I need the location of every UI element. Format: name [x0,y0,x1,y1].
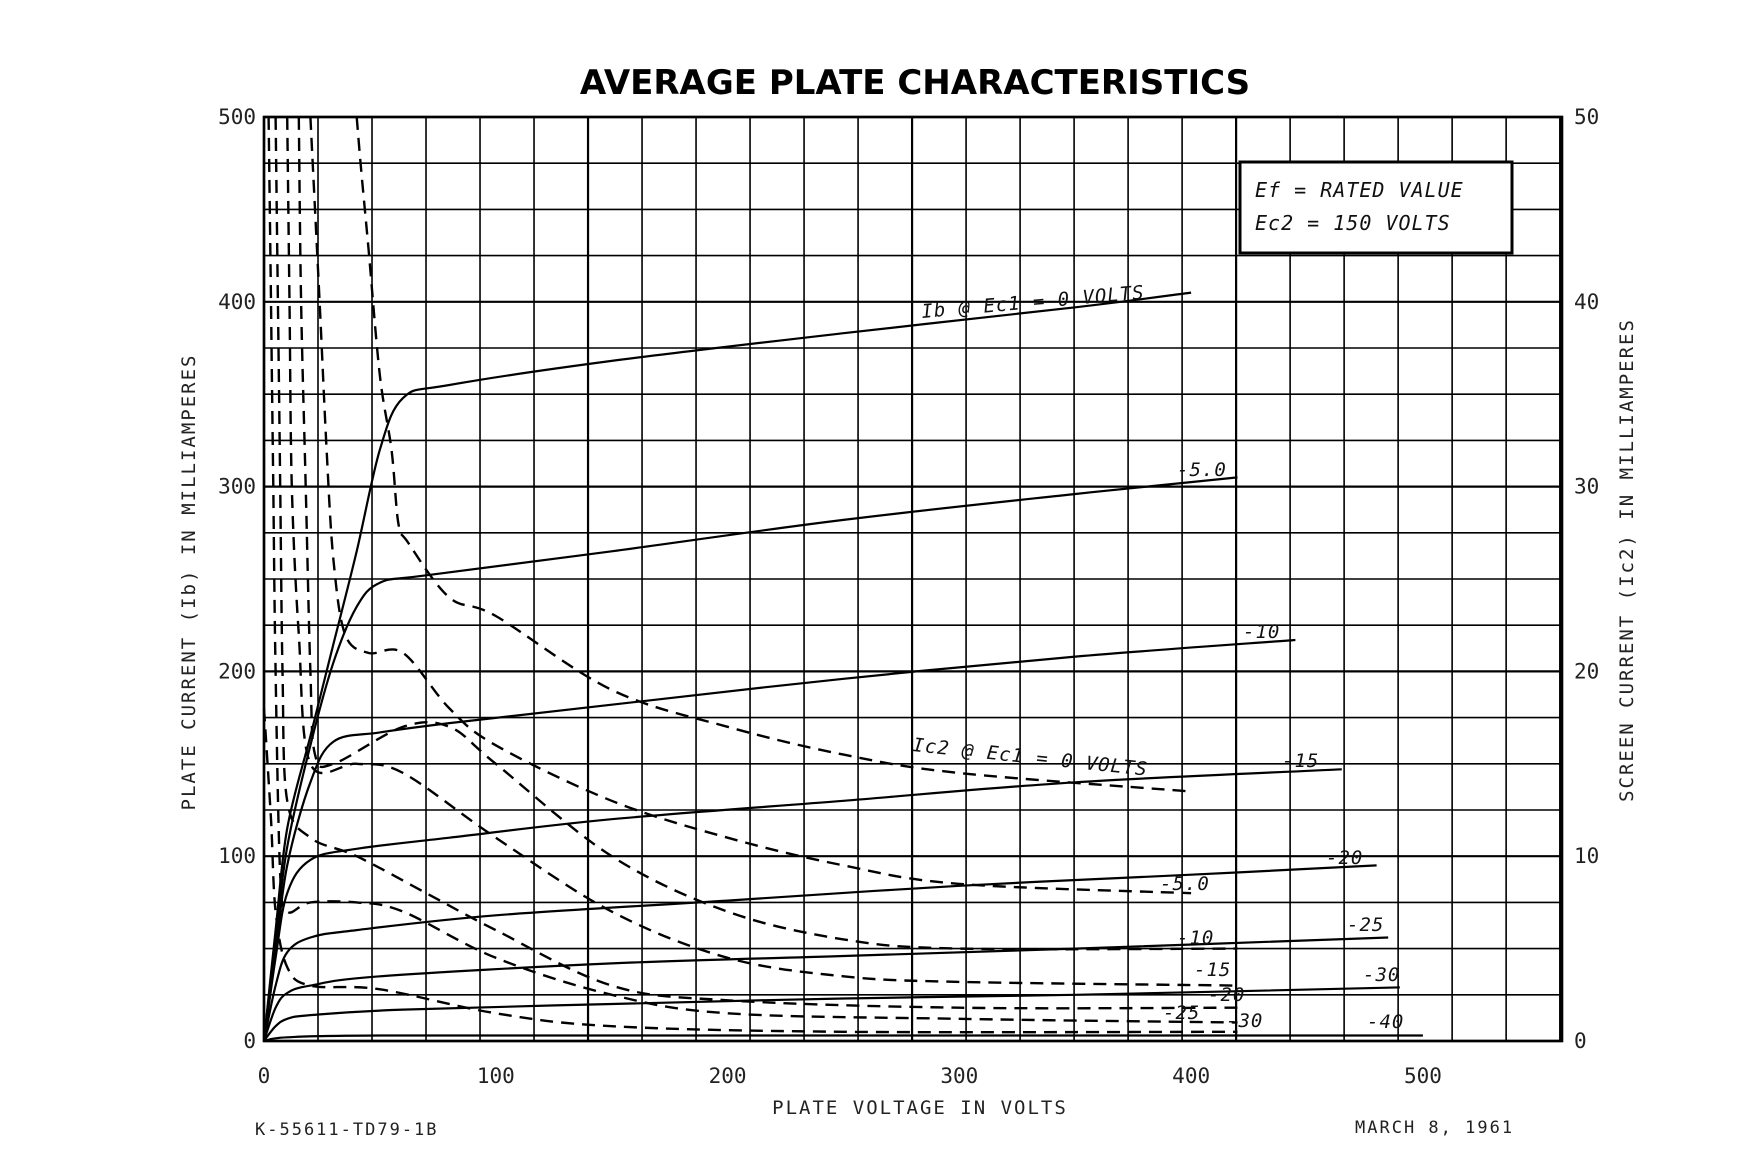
label-ic2-5: -5.0 [1160,873,1210,895]
chart-title: AVERAGE PLATE CHARACTERISTICS [580,63,1250,103]
label-ib-15: -15 [1282,750,1319,772]
screen-current-curve-ic2-ec1-0-volts [355,116,1192,793]
tick-labels: 0 100 200 300 400 500 0 100 200 300 400 500 0 10 20 30 4… [218,105,1599,1088]
y2-tick-label: 30 [1574,475,1599,499]
y-tick-label: 200 [218,659,256,683]
label-ib-20: -20 [1326,847,1363,869]
y2-tick-label: 10 [1574,844,1599,868]
y2-axis-label: SCREEN CURRENT (Ic2) IN MILLIAMPERES [1616,318,1638,802]
screen-curve-labels: Ic2 @ Ec1 = 0 VOLTS -5.0 -10 -15 -20 -25… [911,734,1263,1032]
y2-tick-label: 20 [1574,659,1599,683]
label-ib-40: -40 [1367,1011,1404,1033]
plate-current-curve-10 [262,638,1296,1042]
screen-current-curve-5.0 [309,116,1192,895]
label-ib-30: -30 [1363,964,1400,986]
y-tick-label: 300 [218,475,256,499]
grid [262,115,1564,1043]
y-tick-label: 500 [218,105,256,129]
screen-current-curve-15 [286,116,1238,987]
plate-current-curve-5.0 [262,476,1238,1042]
x-tick-label: 300 [940,1064,978,1088]
label-ic2-25: -25 [1163,1002,1200,1024]
chart-date: MARCH 8, 1961 [1355,1118,1514,1138]
label-ic2-15: -15 [1194,959,1231,981]
label-ic2-0: Ic2 @ Ec1 = 0 VOLTS [911,734,1148,781]
y2-tick-label: 50 [1574,105,1599,129]
ec2-condition: Ec2 = 150 VOLTS [1255,211,1451,235]
x-axis-label: PLATE VOLTAGE IN VOLTS [772,1097,1068,1119]
plate-current-curve-ib-ec1-0-volts [262,291,1192,1042]
label-ib-25: -25 [1347,914,1384,936]
x-tick-label: 500 [1404,1064,1442,1088]
screen-current-curve-20 [274,116,1238,1010]
curves [262,116,1423,1043]
plate-current-curve-40 [263,1034,1423,1043]
conditions-box: Ef = RATED VALUE Ec2 = 150 VOLTS [1238,160,1514,255]
ef-condition: Ef = RATED VALUE [1255,178,1464,202]
y2-tick-label: 40 [1574,290,1599,314]
y-tick-label: 0 [243,1029,256,1053]
y-tick-label: 100 [218,844,256,868]
x-tick-label: 100 [477,1064,515,1088]
x-tick-label: 0 [258,1064,271,1088]
plate-current-curve-30 [263,986,1400,1042]
label-ic2-20: -20 [1208,984,1245,1006]
plate-current-curve-20 [262,864,1377,1042]
x-tick-label: 400 [1172,1064,1210,1088]
plate-current-curve-15 [262,768,1342,1042]
y-axis-label: PLATE CURRENT (Ib) IN MILLIAMPERES [178,354,200,811]
plot-frame [262,115,1564,1043]
label-ic2-10: -10 [1177,927,1214,949]
screen-current-curve-30 [262,708,1238,1034]
label-ib-10: -10 [1243,621,1280,643]
label-ic2-30: -30 [1226,1010,1263,1032]
y-tick-label: 400 [218,290,256,314]
y2-tick-label: 0 [1574,1029,1587,1053]
screen-current-curve-25 [267,116,1238,1024]
label-ib-0: Ib @ Ec1 = 0 VOLTS [921,282,1146,323]
x-tick-label: 200 [709,1064,747,1088]
screen-current-curve-10 [297,116,1238,951]
label-ib-5: -5.0 [1177,459,1227,481]
drawing-number: K-55611-TD79-1B [255,1120,439,1140]
